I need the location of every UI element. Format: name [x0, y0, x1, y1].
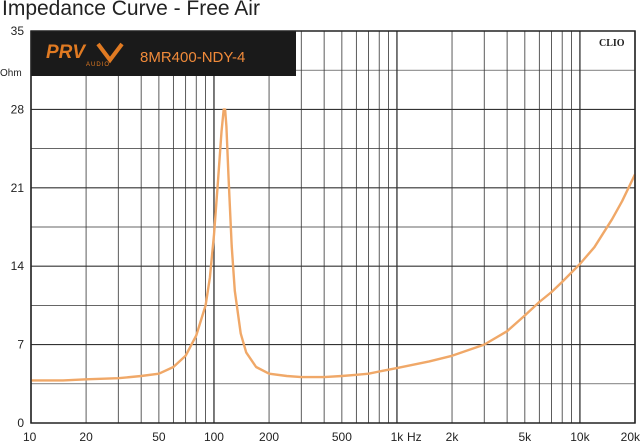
y-tick-label: 0 — [17, 416, 24, 430]
x-tick-label: 1k — [391, 430, 405, 442]
brand-logo: PRV — [46, 42, 86, 63]
impedance-series-line — [31, 108, 637, 382]
plot-frame — [30, 30, 636, 424]
brand-logo-sub: AUDIO — [86, 62, 110, 68]
chart-title: Impedance Curve - Free Air — [2, 0, 260, 20]
x-tick-label: 20 — [79, 430, 93, 442]
x-tick-label: 10k — [570, 430, 590, 442]
x-tick-label: 100 — [204, 430, 224, 442]
y-tick-label: 14 — [11, 259, 25, 273]
grid — [30, 30, 636, 424]
x-tick-label: 10 — [23, 430, 37, 442]
x-axis-unit: Hz — [407, 430, 422, 442]
model-label: 8MR400-NDY-4 — [140, 49, 245, 66]
brand-banner — [31, 31, 296, 76]
x-tick-label: 500 — [332, 430, 352, 442]
y-tick-label: 35 — [11, 24, 25, 38]
x-tick-labels: 10 20 50 100 200 500 1k 2k 5k 10k 20k — [23, 430, 640, 442]
x-tick-label: 5k — [518, 430, 532, 442]
y-tick-label: 21 — [11, 181, 25, 195]
y-tick-label: 7 — [17, 338, 24, 352]
brand-logo-mark-icon — [96, 42, 124, 64]
software-label: CLIO — [599, 38, 625, 49]
y-tick-labels: 0 7 14 21 28 35 — [11, 24, 25, 430]
x-tick-label: 20k — [621, 430, 640, 442]
x-tick-label: 200 — [259, 430, 279, 442]
y-axis-unit: Ohm — [0, 68, 22, 79]
x-tick-label: 2k — [446, 430, 460, 442]
x-tick-label: 50 — [152, 430, 166, 442]
y-tick-label: 28 — [11, 102, 25, 116]
